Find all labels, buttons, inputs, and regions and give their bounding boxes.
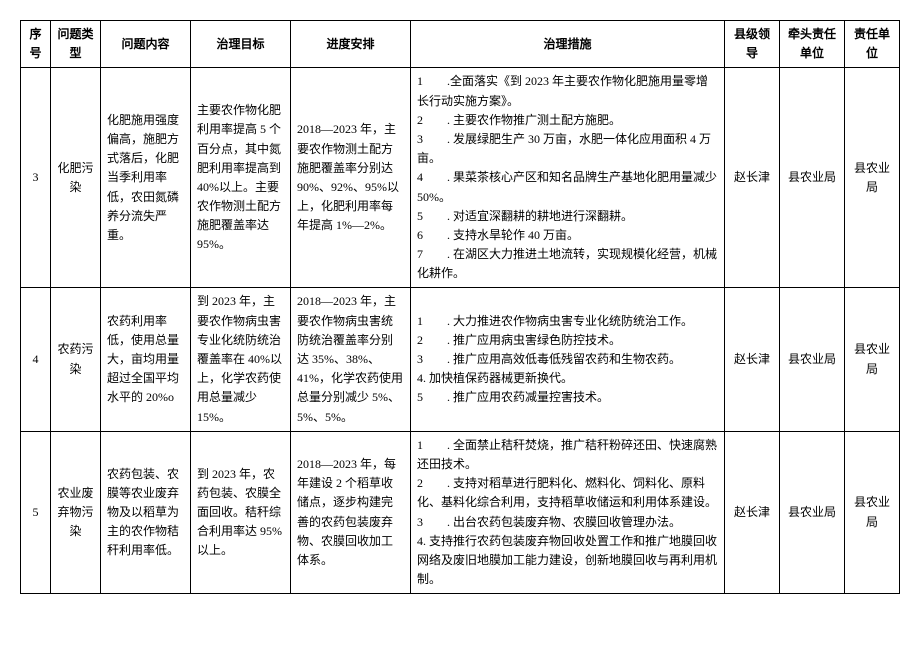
cell-seq: 5 — [21, 431, 51, 594]
header-measures: 治理措施 — [411, 21, 725, 68]
cell-lead-unit: 县农业局 — [780, 68, 845, 288]
header-seq: 序号 — [21, 21, 51, 68]
cell-content: 化肥施用强度偏高，施肥方式落后，化肥当季利用率低，农田氮磷养分流失严重。 — [101, 68, 191, 288]
cell-lead-unit: 县农业局 — [780, 431, 845, 594]
table-row: 3 化肥污染 化肥施用强度偏高，施肥方式落后，化肥当季利用率低，农田氮磷养分流失… — [21, 68, 900, 288]
governance-table: 序号 问题类型 问题内容 治理目标 进度安排 治理措施 县级领导 牵头责任单位 … — [20, 20, 900, 594]
cell-type: 农业废弃物污染 — [51, 431, 101, 594]
cell-schedule: 2018—2023 年，主要农作物测土配方施肥覆盖率分别达 90%、92%、95… — [291, 68, 411, 288]
header-target: 治理目标 — [191, 21, 291, 68]
header-schedule: 进度安排 — [291, 21, 411, 68]
cell-measures: 1 . 全面禁止秸秆焚烧，推广秸秆粉碎还田、快速腐熟还田技术。 2 . 支持对稻… — [411, 431, 725, 594]
cell-measures: 1 .全面落实《到 2023 年主要农作物化肥施用量零增长行动实施方案》。 2 … — [411, 68, 725, 288]
cell-leader: 赵长津 — [725, 288, 780, 431]
cell-type: 化肥污染 — [51, 68, 101, 288]
cell-seq: 3 — [21, 68, 51, 288]
cell-lead-unit: 县农业局 — [780, 288, 845, 431]
table-row: 4 农药污染 农药利用率低，使用总量大，亩均用量超过全国平均水平的 20%o 到… — [21, 288, 900, 431]
cell-type: 农药污染 — [51, 288, 101, 431]
cell-resp-unit: 县农业局 — [845, 288, 900, 431]
header-resp-unit: 责任单位 — [845, 21, 900, 68]
cell-seq: 4 — [21, 288, 51, 431]
cell-leader: 赵长津 — [725, 431, 780, 594]
cell-resp-unit: 县农业局 — [845, 431, 900, 594]
cell-schedule: 2018—2023 年，主要农作物病虫害统防统治覆盖率分别达 35%、38%、4… — [291, 288, 411, 431]
header-row: 序号 问题类型 问题内容 治理目标 进度安排 治理措施 县级领导 牵头责任单位 … — [21, 21, 900, 68]
cell-resp-unit: 县农业局 — [845, 68, 900, 288]
cell-target: 到 2023 年，主要农作物病虫害专业化统防统治覆盖率在 40%以上，化学农药使… — [191, 288, 291, 431]
header-content: 问题内容 — [101, 21, 191, 68]
cell-schedule: 2018—2023 年，每年建设 2 个稻草收储点，逐步构建完善的农药包装废弃物… — [291, 431, 411, 594]
cell-leader: 赵长津 — [725, 68, 780, 288]
cell-content: 农药包装、农膜等农业废弃物及以稻草为主的农作物秸秆利用率低。 — [101, 431, 191, 594]
header-leader: 县级领导 — [725, 21, 780, 68]
cell-measures: 1 . 大力推进农作物病虫害专业化统防统治工作。 2 . 推广应用病虫害绿色防控… — [411, 288, 725, 431]
table-body: 3 化肥污染 化肥施用强度偏高，施肥方式落后，化肥当季利用率低，农田氮磷养分流失… — [21, 68, 900, 594]
header-lead-unit: 牵头责任单位 — [780, 21, 845, 68]
cell-content: 农药利用率低，使用总量大，亩均用量超过全国平均水平的 20%o — [101, 288, 191, 431]
table-row: 5 农业废弃物污染 农药包装、农膜等农业废弃物及以稻草为主的农作物秸秆利用率低。… — [21, 431, 900, 594]
header-type: 问题类型 — [51, 21, 101, 68]
cell-target: 到 2023 年，农药包装、农膜全面回收。秸秆综合利用率达 95%以上。 — [191, 431, 291, 594]
cell-target: 主要农作物化肥利用率提高 5 个百分点，其中氮肥利用率提高到 40%以上。主要农… — [191, 68, 291, 288]
